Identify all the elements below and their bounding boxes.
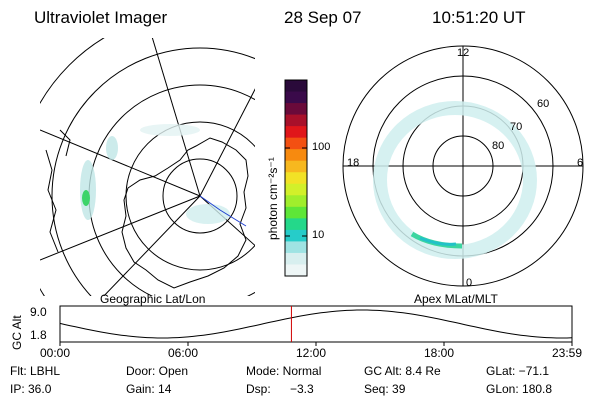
ip-info: IP: 36.0 [10,382,52,396]
altitude-ytick-low: 1.8 [30,328,47,342]
time-label: 10:51:20 UT [432,8,526,27]
colorbar-segment [285,183,307,196]
colorbar-segment [285,91,307,104]
mlt-label-6: 6 [577,157,584,169]
date-label: 28 Sep 07 [284,8,362,27]
instrument-title: Ultraviolet Imager [34,8,168,27]
colorbar-segment [285,126,307,139]
gc-alt-info: GC Alt: 8.4 Re [364,364,441,378]
mode-info: Mode: Normal [246,364,322,378]
door-info: Door: Open [126,364,189,378]
gain-info: Gain: 14 [126,382,172,396]
colorbar-segment [285,195,307,208]
mlt-label-12: 12 [457,47,470,59]
filter-info: Flt: LBHL [10,364,61,378]
mlt-label-18: 18 [347,157,360,169]
colorbar-segment [285,149,307,162]
time-tick-0000: 00:00 [40,346,71,360]
glat-info: GLat: −71.1 [486,364,550,378]
left-panel-label: Geographic Lat/Lon [100,292,206,306]
time-tick-1200: 12:00 [296,346,327,360]
altitude-ytick-high: 9.0 [30,305,47,319]
colorbar-segment [285,103,307,116]
time-tick-2359: 23:59 [552,346,583,360]
dsp-label: Dsp: [246,382,271,396]
mlat-label-80: 80 [492,140,505,152]
colorbar-segment [285,172,307,185]
colorbar-tick-100: 100 [312,141,331,153]
colorbar-segment [285,241,307,254]
time-tick-1800: 18:00 [424,346,455,360]
colorbar-segment [285,80,307,93]
colorbar-segment [285,160,307,173]
mlat-label-70: 70 [510,121,523,133]
colorbar-segment [285,218,307,231]
mlt-label-0: 0 [466,277,473,289]
dsp-value: −3.3 [290,382,314,396]
altitude-ylabel: GC Alt [10,315,24,350]
colorbar-segment [285,252,307,265]
colorbar-segment [285,137,307,150]
colorbar-tick-10: 10 [312,229,325,241]
colorbar-segment [285,206,307,219]
time-tick-0600: 06:00 [168,346,199,360]
mlat-label-60: 60 [537,98,550,110]
colorbar-segment [285,264,307,277]
glon-info: GLon: 180.8 [486,382,553,396]
colorbar-segment [285,229,307,242]
right-panel-label: Apex MLat/MLT [414,292,498,306]
colorbar-segment [285,114,307,127]
seq-info: Seq: 39 [364,382,406,396]
